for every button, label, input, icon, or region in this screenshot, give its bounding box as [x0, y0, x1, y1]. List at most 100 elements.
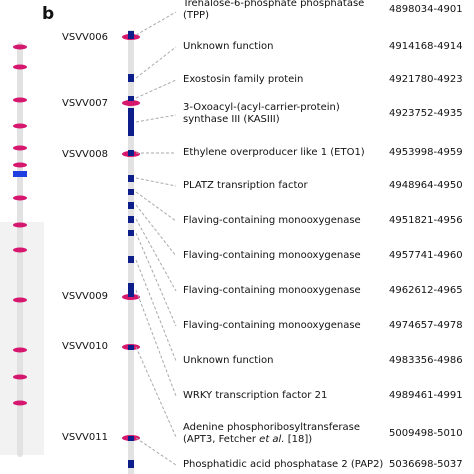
- gene-block: [128, 230, 134, 236]
- panel-label: b: [42, 4, 55, 24]
- overview-region-marker: [13, 171, 27, 177]
- gene-label: Ethylene overproducer like 1 (ETO1): [183, 147, 365, 159]
- connector: [135, 204, 177, 257]
- gene-position: 4989461-4991: [389, 390, 463, 401]
- zoomed-tick: [122, 100, 140, 106]
- gene-name: Unknown function: [183, 355, 274, 366]
- gene-label: 3-Oxoacyl-(acyl-carrier-protein) synthas…: [183, 102, 340, 126]
- gene-label: Flaving-containing monooxygenase: [183, 215, 361, 227]
- gene-block: [128, 175, 134, 182]
- gene-name: Adenine phosphoribosyltransferase: [183, 422, 361, 433]
- gene-block: [128, 150, 134, 156]
- connector: [135, 11, 177, 36]
- overview-tick: [13, 44, 27, 50]
- gene-block: [128, 216, 134, 223]
- gene-position: 4914168-4914: [389, 41, 463, 52]
- gene-block: [128, 31, 134, 39]
- gene-name: Unknown function: [183, 41, 274, 52]
- overview-tick: [13, 123, 27, 129]
- gene-block: [128, 283, 134, 297]
- gene-block: [128, 436, 134, 441]
- gene-position: 4923752-4935: [389, 108, 463, 119]
- gene-name-line2-post: [18]): [284, 434, 313, 445]
- overview-tick: [13, 64, 27, 70]
- gene-position: 4898034-4901: [389, 4, 463, 15]
- gene-position: 4951821-4956: [389, 215, 463, 226]
- gene-label: WRKY transcription factor 21: [183, 390, 327, 402]
- gene-position: 4957741-4960: [389, 250, 463, 261]
- gene-block: [128, 202, 134, 209]
- connector: [135, 46, 177, 79]
- overview-tick: [13, 195, 27, 201]
- overview-tick: [13, 97, 27, 103]
- gene-position: 4953998-4959: [389, 147, 463, 158]
- gene-block: [128, 189, 134, 195]
- gene-name: Trehalose-6-phosphate phosphatase: [183, 0, 365, 9]
- connector: [135, 346, 177, 438]
- gene-name: Flaving-containing monooxygenase: [183, 285, 361, 296]
- marker-label: VSVV008: [62, 149, 108, 160]
- gene-label: PLATZ transription factor: [183, 180, 308, 192]
- gene-label: Phosphatidic acid phosphatase 2 (PAP2): [183, 459, 383, 471]
- gene-position: 4983356-4986: [389, 355, 463, 366]
- gene-name: Flaving-containing monooxygenase: [183, 250, 361, 261]
- gene-block: [128, 345, 134, 350]
- gene-label: Flaving-containing monooxygenase: [183, 285, 361, 297]
- gene-position: 5036698-5037: [389, 459, 463, 470]
- gene-block: [128, 74, 134, 82]
- gene-blocks: [128, 31, 134, 468]
- gene-position: 4921780-4923: [389, 74, 463, 85]
- gene-name-line2: (TPP): [183, 10, 209, 21]
- gene-position: 4974657-4978: [389, 320, 463, 331]
- gene-label: Trehalose-6-phosphate phosphatase (TPP): [183, 0, 364, 22]
- gene-name-line2-em: et al.: [259, 434, 285, 445]
- connector: [135, 79, 177, 99]
- marker-label: VSVV011: [62, 432, 108, 443]
- gene-name-line2: (APT3, Fetcher et al. [18]): [183, 434, 360, 446]
- gene-name: Flaving-containing monooxygenase: [183, 320, 361, 331]
- gene-name: Ethylene overproducer like 1 (ETO1): [183, 147, 365, 158]
- gene-block: [128, 460, 134, 468]
- connector: [135, 218, 177, 292]
- gene-name: WRKY transcription factor 21: [183, 390, 328, 401]
- overview-tick: [13, 222, 27, 228]
- connectors: [135, 11, 177, 466]
- gene-label: Adenine phosphoribosyltransferase (APT3,…: [183, 422, 360, 446]
- gene-label: Flaving-containing monooxygenase: [183, 320, 361, 332]
- gene-block: [128, 256, 134, 263]
- gene-name: Exostosin family protein: [183, 74, 304, 85]
- gene-name: Flaving-containing monooxygenase: [183, 215, 361, 226]
- gene-name-line2-pre: (APT3, Fetcher: [183, 434, 260, 445]
- gene-name-line2: synthase III (KASIII): [183, 114, 280, 125]
- gene-name: 3-Oxoacyl-(acyl-carrier-protein): [183, 102, 340, 113]
- marker-label: VSVV009: [62, 291, 108, 302]
- connector: [135, 259, 177, 362]
- marker-label: VSVV007: [62, 98, 108, 109]
- connector: [135, 177, 177, 187]
- overview-tick: [13, 347, 27, 353]
- zoomed-chromosome: [128, 30, 134, 474]
- gene-position: 4962612-4965: [389, 285, 463, 296]
- overview-tick: [13, 247, 27, 253]
- gene-position: 4948964-4950: [389, 180, 463, 191]
- overview-tick: [13, 162, 27, 168]
- overview-tick: [13, 400, 27, 406]
- connector: [135, 191, 177, 222]
- marker-label: VSVV006: [62, 32, 108, 43]
- gene-position: 5009498-5010: [389, 428, 463, 439]
- gene-block: [128, 96, 134, 101]
- overview-tick: [13, 145, 27, 151]
- gene-label: Flaving-containing monooxygenase: [183, 250, 361, 262]
- overview-tick: [13, 374, 27, 380]
- connector: [135, 232, 177, 327]
- gene-name: PLATZ transription factor: [183, 180, 308, 191]
- gene-block: [128, 108, 134, 136]
- marker-label: VSVV010: [62, 341, 108, 352]
- overview-marker-ticks: [13, 44, 27, 406]
- connector: [135, 437, 177, 466]
- gene-label: Unknown function: [183, 355, 273, 367]
- overview-tick: [13, 297, 27, 303]
- gene-label: Exostosin family protein: [183, 74, 303, 86]
